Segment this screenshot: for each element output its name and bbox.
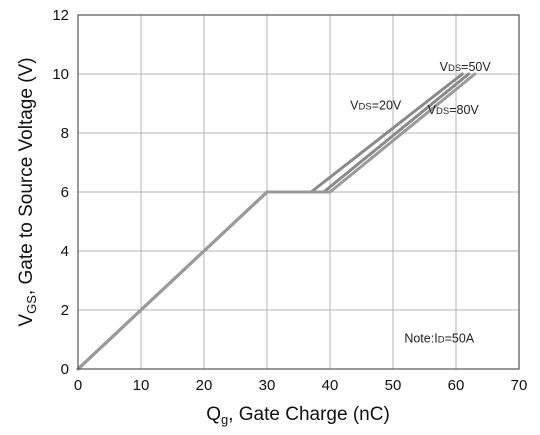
annotation-vds50: VDS=50V — [440, 60, 492, 74]
y-tick-label: 8 — [61, 125, 69, 142]
series-lines — [76, 72, 477, 371]
x-tick-label: 0 — [74, 377, 82, 394]
plot-frame — [77, 14, 520, 370]
y-tick-label: 10 — [52, 66, 69, 83]
x-axis-title: Qg, Gate Charge (nC) — [206, 404, 390, 427]
x-tick-label: 50 — [385, 377, 402, 394]
annotation-vds80: VDS=80V — [428, 103, 480, 117]
annotation-note: Note:ID=50A — [404, 331, 474, 345]
y-tick-label: 0 — [61, 361, 69, 378]
x-tick-label: 30 — [259, 377, 276, 394]
annotations: VDS=20V VDS=50V VDS=80V Note:ID=50A — [350, 60, 491, 345]
y-axis-title: VGS, Gate to Source Voltage (V) — [16, 57, 39, 326]
y-tick-label: 4 — [61, 243, 69, 260]
x-tick-label: 60 — [448, 377, 465, 394]
annotation-vds20: VDS=20V — [350, 98, 402, 112]
y-tick-label: 12 — [52, 7, 69, 24]
y-tick-label: 6 — [61, 184, 69, 201]
series-line-vds-80v — [76, 72, 477, 371]
x-tick-label: 70 — [511, 377, 528, 394]
x-tick-label: 20 — [196, 377, 213, 394]
x-tick-label: 10 — [133, 377, 150, 394]
tick-labels: 0 10 20 30 40 50 60 70 0 2 4 6 8 10 12 — [52, 7, 527, 394]
x-tick-label: 40 — [322, 377, 339, 394]
y-tick-label: 2 — [61, 302, 69, 319]
